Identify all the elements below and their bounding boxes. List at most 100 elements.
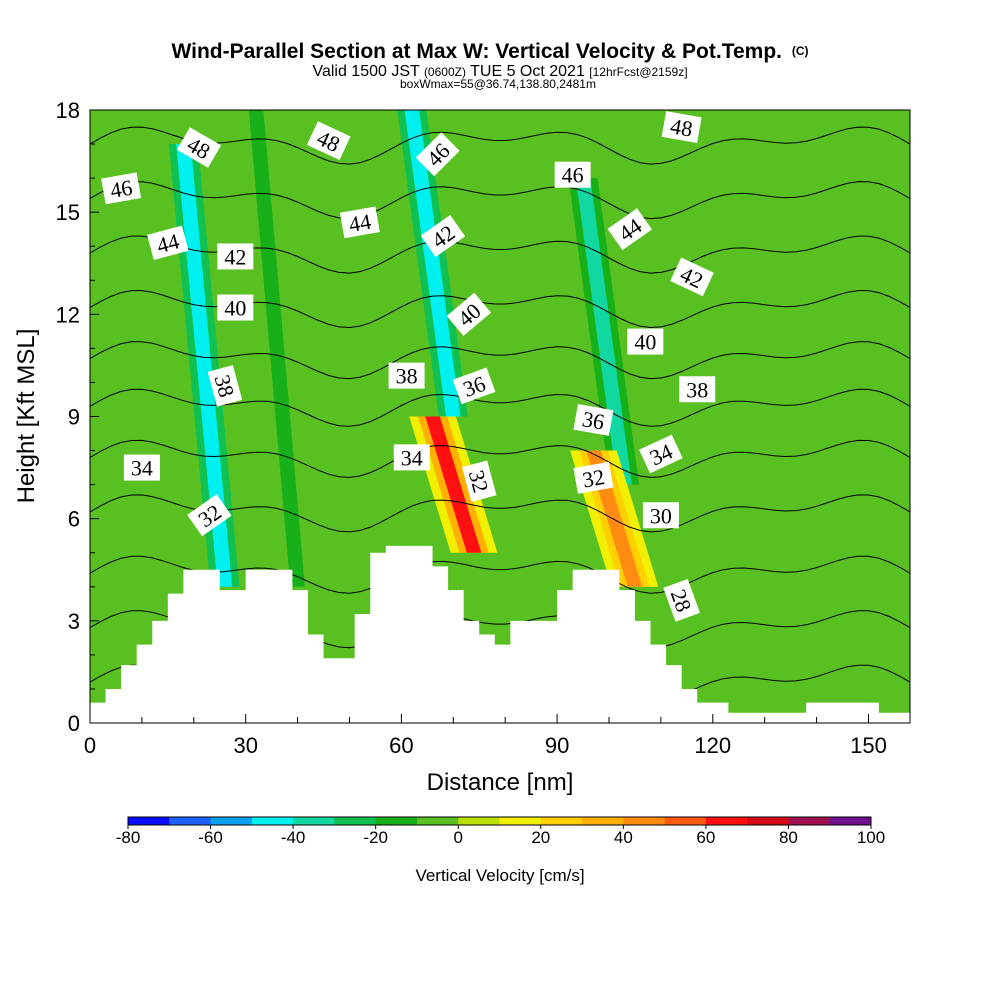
contour-label: 38 — [207, 365, 243, 407]
contour-label-box — [642, 502, 679, 529]
colorbar-tick-label: -80 — [116, 828, 141, 847]
wind-band — [176, 144, 233, 587]
x-tick-label: 150 — [850, 733, 887, 758]
contour-label-box — [663, 579, 701, 622]
contour-label-box — [339, 206, 380, 239]
contour-label: 40 — [627, 328, 664, 355]
colorbar-tick-label: -40 — [281, 828, 306, 847]
contour-label-box — [554, 161, 591, 188]
chart-title-mark: (C) — [792, 44, 809, 58]
contour-label: 44 — [339, 206, 380, 239]
colorbar-swatch — [169, 817, 212, 825]
colorbar-swatch — [623, 817, 666, 825]
wind-band — [575, 178, 632, 485]
contour-label-text: 40 — [634, 330, 656, 355]
contour-label: 40 — [446, 292, 492, 336]
wind-band — [425, 416, 482, 553]
colorbar: -80 -60 -40 -20 0 20 40 60 80 100 — [116, 816, 885, 847]
theta-contour — [90, 126, 910, 165]
valid-prefix: Valid 1500 JST — [312, 63, 420, 80]
x-tick-label: 30 — [233, 733, 257, 758]
contour-label-text: 42 — [224, 244, 246, 269]
valid-zone: (0600Z) — [424, 65, 466, 79]
wind-band — [248, 110, 305, 587]
contour-label: 38 — [388, 362, 425, 389]
colorbar-frame — [127, 816, 872, 826]
colorbar-tick-label: 40 — [614, 828, 633, 847]
valid-fcst: [12hrFcst@2159z] — [589, 65, 687, 79]
y-tick-label: 12 — [56, 302, 80, 327]
contour-label-box — [187, 494, 232, 537]
contour-label-box — [573, 461, 614, 494]
contour-label: 44 — [147, 225, 189, 261]
colorbar-swatch — [788, 817, 831, 825]
contour-label-text: 36 — [580, 406, 606, 434]
contour-label-text: 34 — [401, 445, 423, 470]
chart-title: Wind-Parallel Section at Max W: Vertical… — [171, 40, 808, 63]
x-tick-label: 60 — [389, 733, 413, 758]
y-tick-label: 9 — [68, 405, 80, 430]
colorbar-title: Vertical Velocity [cm/s] — [415, 866, 584, 885]
contour-label: 34 — [123, 454, 160, 481]
contour-label: 48 — [661, 111, 702, 143]
contour-label-box — [661, 111, 702, 143]
colorbar-tick-label: 60 — [696, 828, 715, 847]
contour-label: 40 — [217, 294, 254, 321]
contour-label: 32 — [462, 460, 497, 502]
contour-label-text: 46 — [562, 163, 584, 188]
x-tick-label: 90 — [545, 733, 569, 758]
colorbar-tick-label: -20 — [363, 828, 388, 847]
contour-label-box — [607, 208, 652, 251]
colorbar-swatch — [705, 817, 748, 825]
contour-label-box — [217, 243, 254, 270]
plot-area — [90, 110, 910, 723]
colorbar-swatch — [210, 817, 253, 825]
colorbar-tick-label: 0 — [453, 828, 462, 847]
contour-label: 46 — [415, 132, 460, 177]
theta-contour — [90, 555, 910, 594]
contour-label-text: 38 — [396, 364, 418, 389]
contour-label-text: 38 — [686, 377, 708, 402]
colorbar-swatch — [582, 817, 624, 825]
theta-contour — [90, 341, 910, 380]
colorbar-swatch — [540, 817, 583, 825]
contour-label-text: 34 — [131, 456, 153, 481]
contour-label-box — [420, 215, 466, 257]
theta-contour — [90, 388, 910, 427]
box-info: boxWmax=55@36.74,138.80,2481m — [400, 77, 596, 91]
contour-label-box — [446, 292, 492, 336]
contour-label-box — [176, 127, 222, 168]
contour-label: 34 — [393, 444, 430, 471]
contour-label: 36 — [573, 403, 614, 436]
y-axis-title: Height [Kft MSL] — [13, 329, 40, 504]
colorbar-swatch — [458, 817, 500, 825]
x-tick-label: 120 — [694, 733, 731, 758]
wind-bands — [160, 110, 659, 587]
contour-label-box — [452, 367, 496, 405]
contour-label-text: 44 — [347, 209, 373, 237]
contour-label-box — [207, 365, 243, 407]
contour-label-box — [462, 460, 497, 502]
colorbar-tick-label: -60 — [198, 828, 223, 847]
contour-label-box — [217, 294, 254, 321]
x-tick-label: 0 — [84, 733, 96, 758]
contour-label-box — [679, 376, 716, 403]
x-axis: 0 30 60 90 120 150 — [84, 714, 887, 758]
chart-title-main: Wind-Parallel Section at Max W: Vertical… — [171, 40, 782, 63]
contour-label: 42 — [217, 243, 254, 270]
terrain — [90, 545, 910, 723]
colorbar-swatch — [829, 817, 872, 825]
contour-label-box — [147, 225, 189, 261]
colorbar-tick-label: 20 — [531, 828, 550, 847]
y-tick-label: 18 — [56, 98, 80, 123]
colorbar-swatch — [416, 817, 459, 825]
y-tick-label: 6 — [68, 507, 80, 532]
contour-label-box — [639, 434, 683, 474]
contour-label-box — [627, 328, 664, 355]
contour-label-box — [101, 172, 142, 205]
theta-contour — [90, 181, 910, 220]
contour-label-text: 40 — [224, 296, 246, 321]
